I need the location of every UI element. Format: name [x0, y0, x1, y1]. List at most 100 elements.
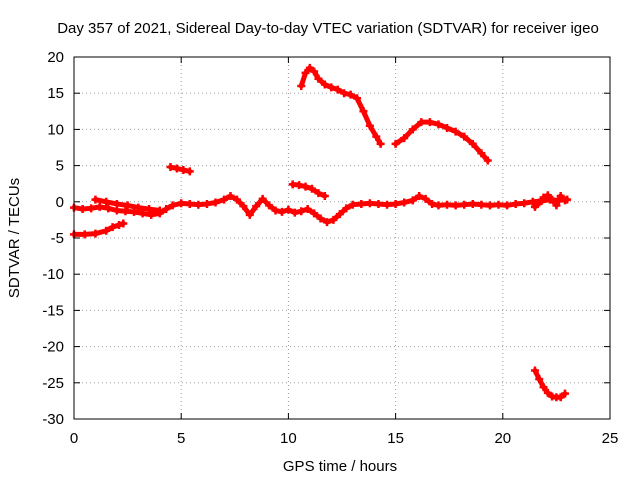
data-point: [112, 199, 121, 208]
data-point: [297, 207, 306, 216]
data-point: [102, 226, 111, 235]
data-point: [314, 74, 323, 83]
data-point: [348, 200, 357, 209]
data-point: [145, 205, 154, 214]
y-tick-label: 20: [47, 49, 64, 66]
data-point: [301, 182, 310, 191]
data-point: [359, 107, 368, 116]
y-tick-label: 5: [56, 158, 64, 175]
series-arc-11h: [297, 63, 385, 148]
data-point: [415, 192, 424, 201]
data-point: [119, 219, 128, 228]
data-point: [232, 195, 241, 204]
data-point: [91, 195, 100, 204]
series-cluster-22h: [530, 191, 569, 211]
data-point: [211, 198, 220, 207]
data-point: [417, 118, 426, 127]
data-point: [329, 215, 338, 224]
x-tick-label: 20: [494, 430, 511, 447]
y-tick-label: -20: [42, 339, 64, 356]
data-point: [147, 210, 156, 219]
data-point: [374, 199, 383, 208]
data-point: [138, 209, 147, 218]
data-point: [483, 156, 492, 165]
x-tick-label: 0: [70, 430, 78, 447]
data-point: [155, 206, 164, 215]
data-point: [80, 230, 89, 239]
series-upper-band: [91, 195, 164, 215]
data-point: [104, 204, 113, 213]
data-point: [239, 202, 248, 211]
data-point: [320, 192, 329, 201]
data-point: [307, 184, 316, 193]
data-point: [320, 80, 329, 89]
data-point: [166, 163, 175, 172]
data-point: [365, 121, 374, 130]
x-tick-label: 15: [387, 430, 404, 447]
data-point: [335, 210, 344, 219]
data-point: [357, 199, 366, 208]
data-point: [543, 191, 552, 200]
data-point: [121, 207, 130, 216]
data-point: [520, 199, 529, 208]
data-point: [202, 199, 211, 208]
data-point: [245, 210, 254, 219]
data-point: [179, 165, 188, 174]
data-point: [310, 67, 319, 76]
data-point: [477, 200, 486, 209]
data-point: [400, 198, 409, 207]
data-point: [340, 89, 349, 98]
series-track: [393, 119, 491, 164]
data-point: [372, 132, 381, 141]
data-point: [316, 214, 325, 223]
data-point: [91, 229, 100, 238]
data-point: [258, 194, 267, 203]
data-point: [168, 201, 177, 210]
data-point: [108, 223, 117, 232]
data-point: [102, 197, 111, 206]
data-point: [95, 202, 104, 211]
data-point: [421, 194, 430, 203]
data-point: [271, 206, 280, 215]
x-axis: 0 5 10 15 20 25: [70, 57, 619, 447]
data-point: [185, 199, 194, 208]
data-point: [162, 205, 171, 214]
y-tick-label: -15: [42, 302, 64, 319]
data-point: [314, 189, 323, 198]
y-tick-label: 0: [56, 194, 64, 211]
data-point: [556, 393, 565, 402]
data-point: [556, 192, 565, 201]
y-tick-label: -10: [42, 266, 64, 283]
y-tick-label: -25: [42, 375, 64, 392]
x-tick-label: 5: [177, 430, 185, 447]
data-point: [443, 123, 452, 132]
data-point: [305, 63, 314, 72]
gridlines: [74, 57, 610, 419]
data-point: [391, 199, 400, 208]
series-arc-5h: [166, 163, 194, 176]
data-point: [460, 132, 469, 141]
data-point: [265, 201, 274, 210]
data-point: [115, 220, 124, 229]
data-point: [327, 83, 336, 92]
x-tick-label: 25: [602, 430, 619, 447]
data-point: [543, 388, 552, 397]
data-point: [468, 199, 477, 208]
data-point: [451, 127, 460, 136]
data-point: [185, 167, 194, 176]
data-point: [460, 200, 469, 209]
data-point: [297, 81, 306, 90]
data-point: [194, 200, 203, 209]
data-point: [434, 201, 443, 210]
data-point: [451, 201, 460, 210]
data-point: [383, 200, 392, 209]
data-point: [552, 201, 561, 210]
data-point: [468, 139, 477, 148]
data-point: [376, 139, 385, 148]
y-axis-label: SDTVAR / TECUs: [6, 178, 23, 298]
data-point: [172, 164, 181, 173]
series-arc-22h: [530, 366, 569, 402]
data-point: [123, 201, 132, 210]
data-point: [391, 139, 400, 148]
